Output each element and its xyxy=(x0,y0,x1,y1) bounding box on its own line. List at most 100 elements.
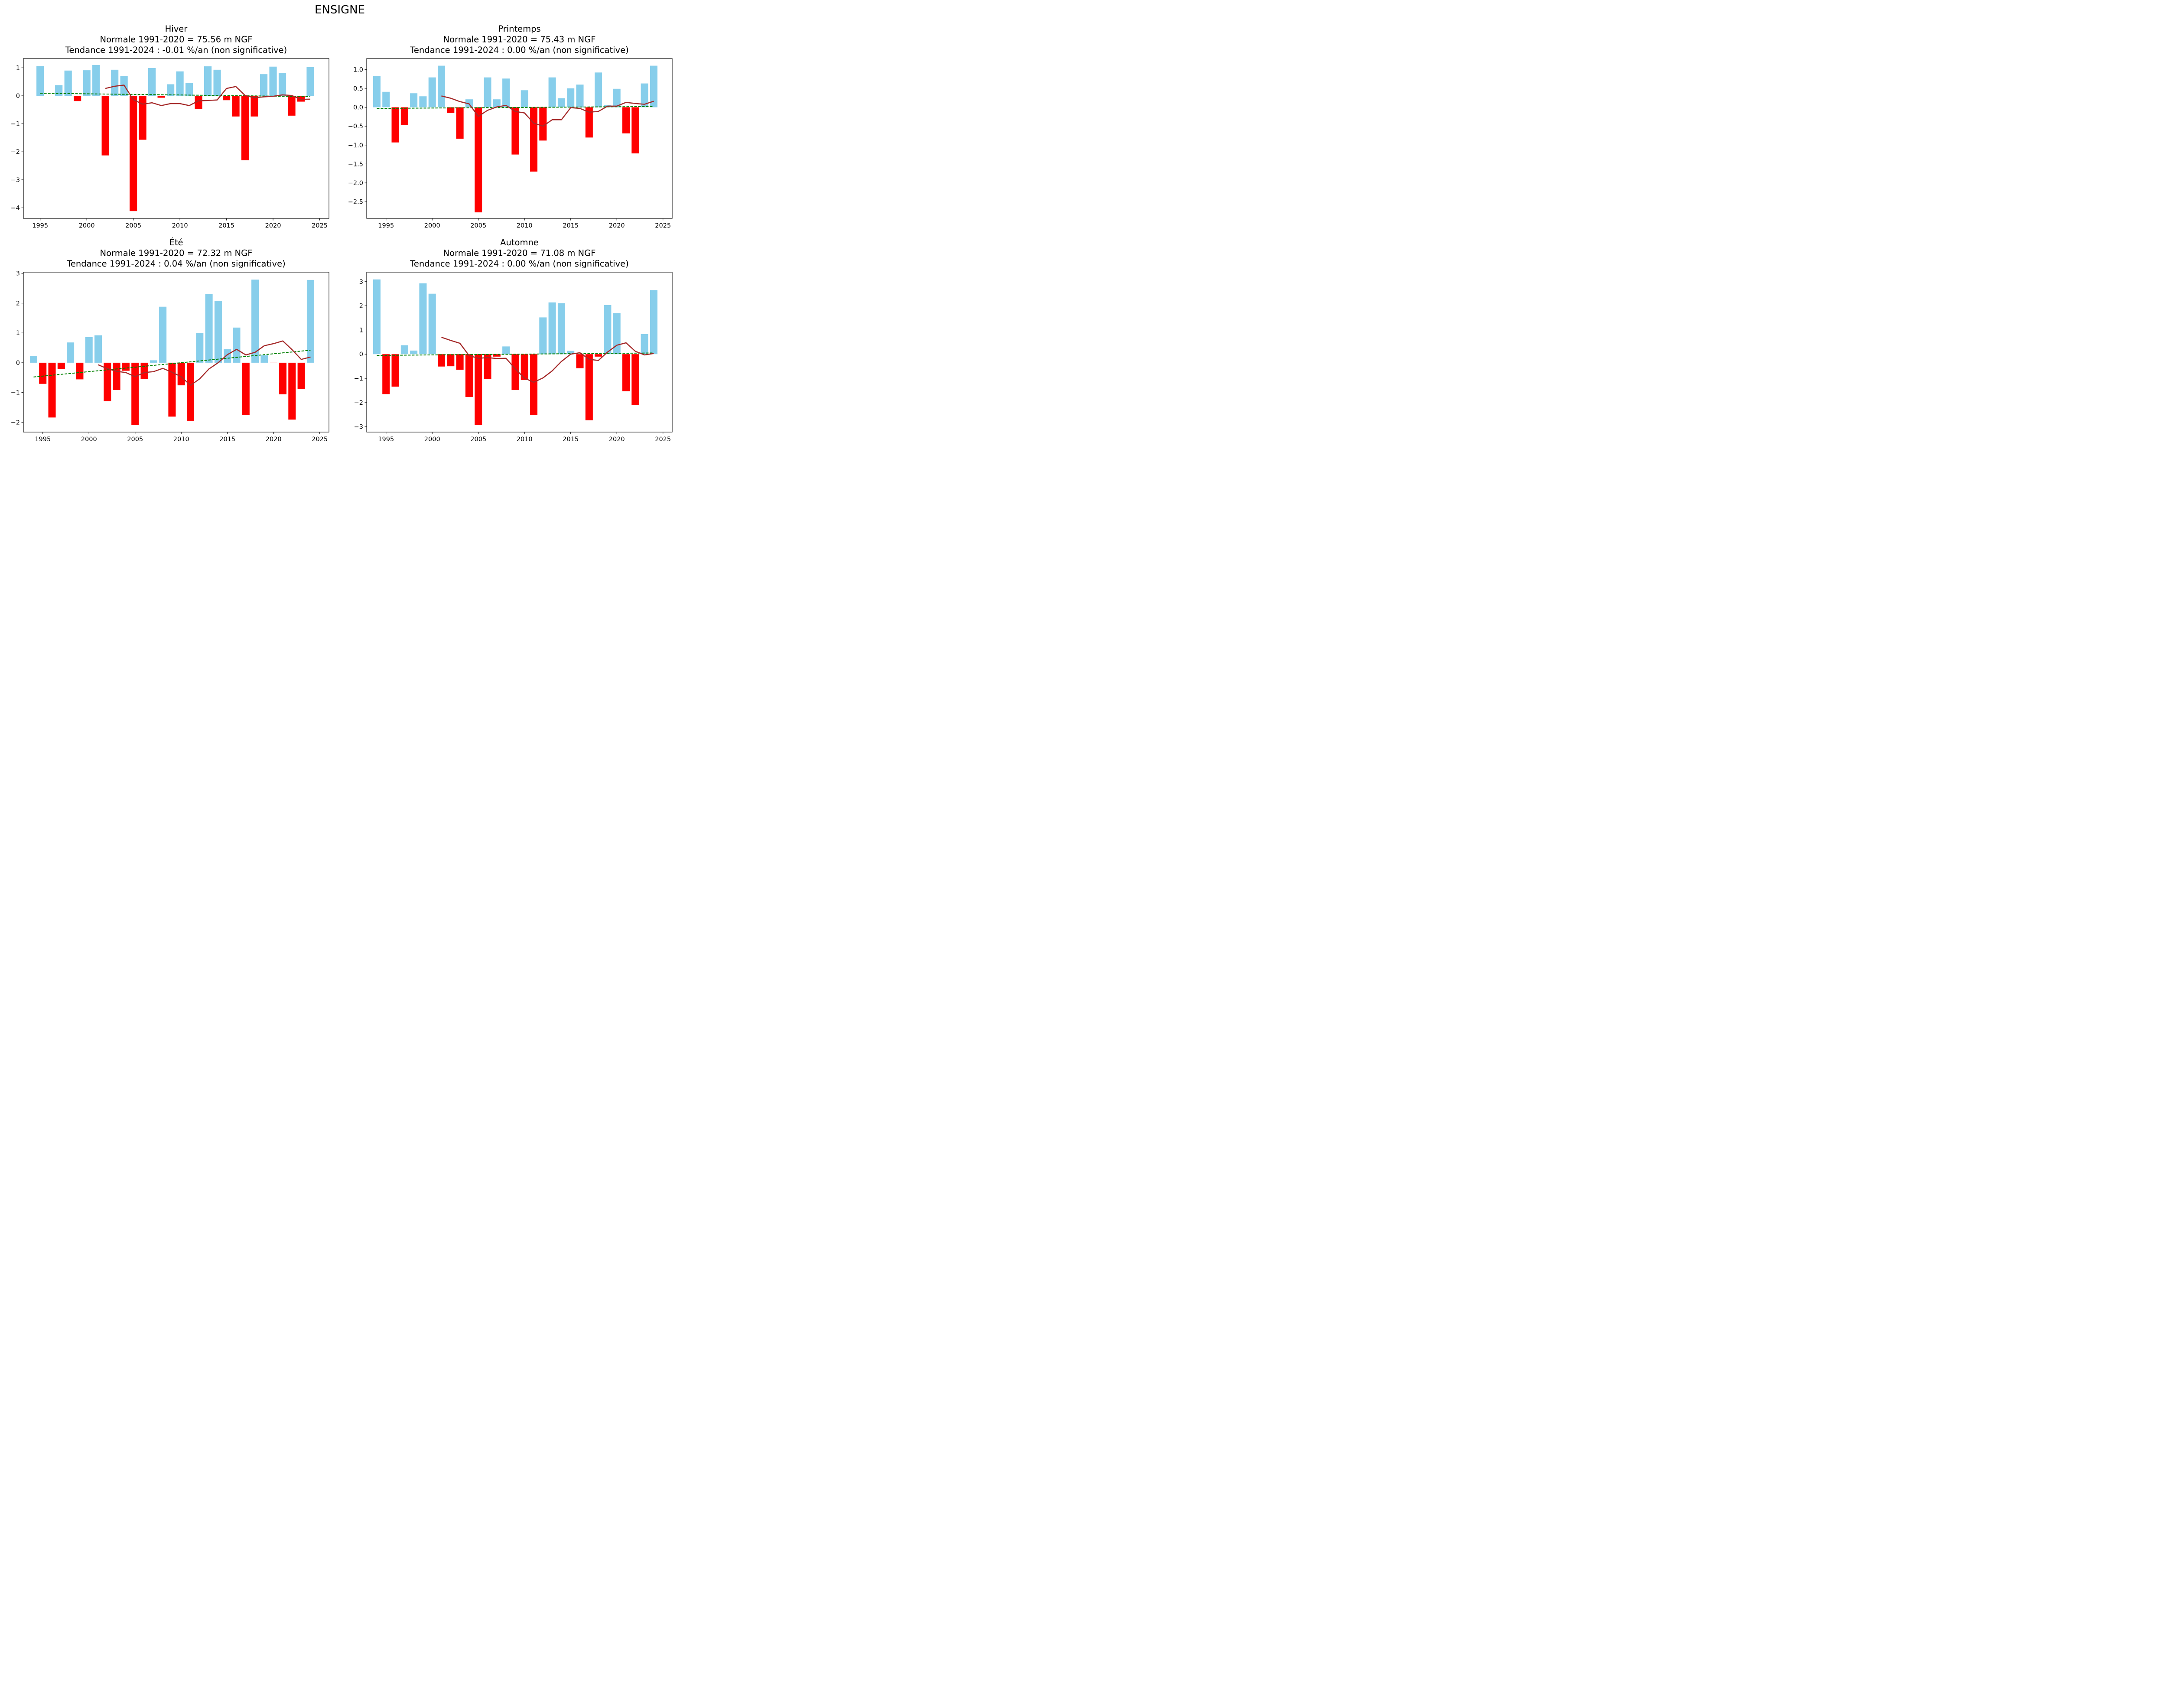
bar-printemps-1994 xyxy=(373,76,381,107)
bar-hiver-2018 xyxy=(251,95,258,117)
bar-hiver-2019 xyxy=(260,74,268,96)
bar-automne-2017 xyxy=(585,354,593,420)
bar-printemps-1999 xyxy=(419,96,427,107)
y-tick-label-automne-2: 1 xyxy=(359,327,363,334)
bar-ete-2011 xyxy=(186,362,195,421)
bar-hiver-1998 xyxy=(64,70,72,96)
x-tick-label-automne-2010: 2010 xyxy=(517,436,533,443)
x-tick-label-hiver-2015: 2015 xyxy=(218,222,234,229)
bar-ete-2016 xyxy=(233,327,241,363)
bar-hiver-2014 xyxy=(213,69,221,96)
bar-ete-2007 xyxy=(150,360,157,363)
moving-average-line-printemps xyxy=(441,95,654,127)
bar-hiver-2015 xyxy=(222,95,231,101)
bar-ete-2024 xyxy=(306,280,314,363)
bar-hiver-2022 xyxy=(288,95,296,116)
y-tick-label-hiver-0: 1 xyxy=(16,65,20,72)
bar-automne-2005 xyxy=(475,354,482,425)
y-tick-label-automne-4: −1 xyxy=(354,375,363,382)
bar-hiver-2011 xyxy=(185,83,193,96)
bar-hiver-2021 xyxy=(278,72,286,96)
bar-printemps-2017 xyxy=(585,107,593,138)
y-tick-label-automne-1: 2 xyxy=(359,303,363,310)
bar-automne-2014 xyxy=(557,303,565,355)
bar-ete-1998 xyxy=(67,342,75,363)
bar-printemps-2024 xyxy=(650,65,657,107)
bar-hiver-2017 xyxy=(241,95,249,160)
bar-ete-2010 xyxy=(177,362,185,386)
y-tick-label-printemps-6: −2.0 xyxy=(348,180,363,187)
bar-printemps-2010 xyxy=(521,90,528,107)
y-tick-label-hiver-2: −1 xyxy=(11,121,20,128)
x-tick-label-printemps-2005: 2005 xyxy=(470,222,486,229)
y-tick-label-hiver-3: −2 xyxy=(11,149,20,156)
x-tick-label-printemps-2000: 2000 xyxy=(424,222,440,229)
x-tick-label-automne-2025: 2025 xyxy=(655,436,671,443)
x-tick-label-automne-1995: 1995 xyxy=(378,436,394,443)
y-tick-label-ete-1: 2 xyxy=(16,300,20,307)
bar-ete-2023 xyxy=(297,362,305,390)
panel-title-printemps-line-2: Normale 1991-2020 = 75.43 m NGF xyxy=(443,35,596,45)
bar-printemps-2011 xyxy=(530,107,538,172)
bar-printemps-2021 xyxy=(622,107,630,133)
bar-ete-2022 xyxy=(288,362,296,420)
bar-printemps-1996 xyxy=(391,107,399,143)
bar-printemps-2020 xyxy=(613,88,621,107)
y-tick-label-automne-6: −3 xyxy=(354,424,363,431)
bar-ete-2004 xyxy=(122,362,130,371)
bar-automne-2003 xyxy=(456,354,464,370)
bar-automne-2010 xyxy=(521,354,528,380)
x-tick-label-hiver-2010: 2010 xyxy=(172,222,188,229)
panel-title-printemps-line-3: Tendance 1991-2024 : 0.00 %/an (non sign… xyxy=(410,45,628,55)
x-tick-label-automne-2020: 2020 xyxy=(609,436,625,443)
y-tick-label-automne-3: 0 xyxy=(359,351,363,358)
bar-ete-2015 xyxy=(224,349,231,363)
y-tick-label-ete-4: −1 xyxy=(11,390,20,397)
bar-automne-2001 xyxy=(438,354,446,367)
x-tick-label-hiver-1995: 1995 xyxy=(32,222,48,229)
bar-hiver-1999 xyxy=(74,95,81,101)
bar-printemps-2018 xyxy=(595,72,602,107)
bar-printemps-1998 xyxy=(410,93,418,107)
panel-title-ete-line-2: Normale 1991-2020 = 72.32 m NGF xyxy=(100,248,253,258)
bar-ete-1996 xyxy=(48,362,56,418)
y-tick-label-hiver-4: −3 xyxy=(11,177,20,184)
bar-automne-2007 xyxy=(493,354,501,357)
bar-automne-2021 xyxy=(622,354,630,391)
bar-hiver-2024 xyxy=(306,67,314,96)
bar-automne-1999 xyxy=(419,283,427,355)
bar-hiver-2007 xyxy=(148,68,156,96)
bar-hiver-2003 xyxy=(111,69,119,96)
bar-hiver-2020 xyxy=(269,66,277,96)
figure-title: ENSIGNE xyxy=(314,3,365,16)
bar-ete-2014 xyxy=(214,300,222,363)
bar-printemps-2016 xyxy=(576,85,584,107)
bar-ete-2003 xyxy=(113,362,120,390)
bar-hiver-2009 xyxy=(167,84,175,96)
axes-frame-automne xyxy=(366,272,673,433)
bar-automne-2009 xyxy=(511,354,519,390)
bar-automne-1994 xyxy=(373,279,381,355)
y-tick-label-printemps-2: 0.0 xyxy=(353,104,363,111)
bar-hiver-1995 xyxy=(36,66,44,96)
bar-hiver-2001 xyxy=(92,65,100,96)
bar-hiver-2010 xyxy=(176,71,184,96)
y-tick-label-printemps-5: −1.5 xyxy=(348,161,363,168)
axes-frame-printemps xyxy=(366,58,673,219)
bar-printemps-2002 xyxy=(447,107,455,113)
moving-average-line-ete xyxy=(98,340,311,386)
bar-automne-2000 xyxy=(428,293,436,355)
bar-printemps-2000 xyxy=(428,77,436,107)
y-tick-label-hiver-5: −4 xyxy=(11,205,20,211)
x-tick-label-ete-2010: 2010 xyxy=(173,436,189,443)
bar-ete-2018 xyxy=(251,280,259,363)
bar-printemps-2004 xyxy=(465,99,473,107)
bar-printemps-2014 xyxy=(557,98,565,107)
x-tick-label-printemps-2020: 2020 xyxy=(609,222,625,229)
bar-automne-1997 xyxy=(400,345,408,355)
y-tick-label-automne-5: −2 xyxy=(354,400,363,407)
y-tick-label-ete-2: 1 xyxy=(16,330,20,337)
y-tick-label-printemps-7: −2.5 xyxy=(348,199,363,206)
moving-average-line-hiver xyxy=(105,85,311,106)
bar-hiver-2002 xyxy=(101,95,109,156)
